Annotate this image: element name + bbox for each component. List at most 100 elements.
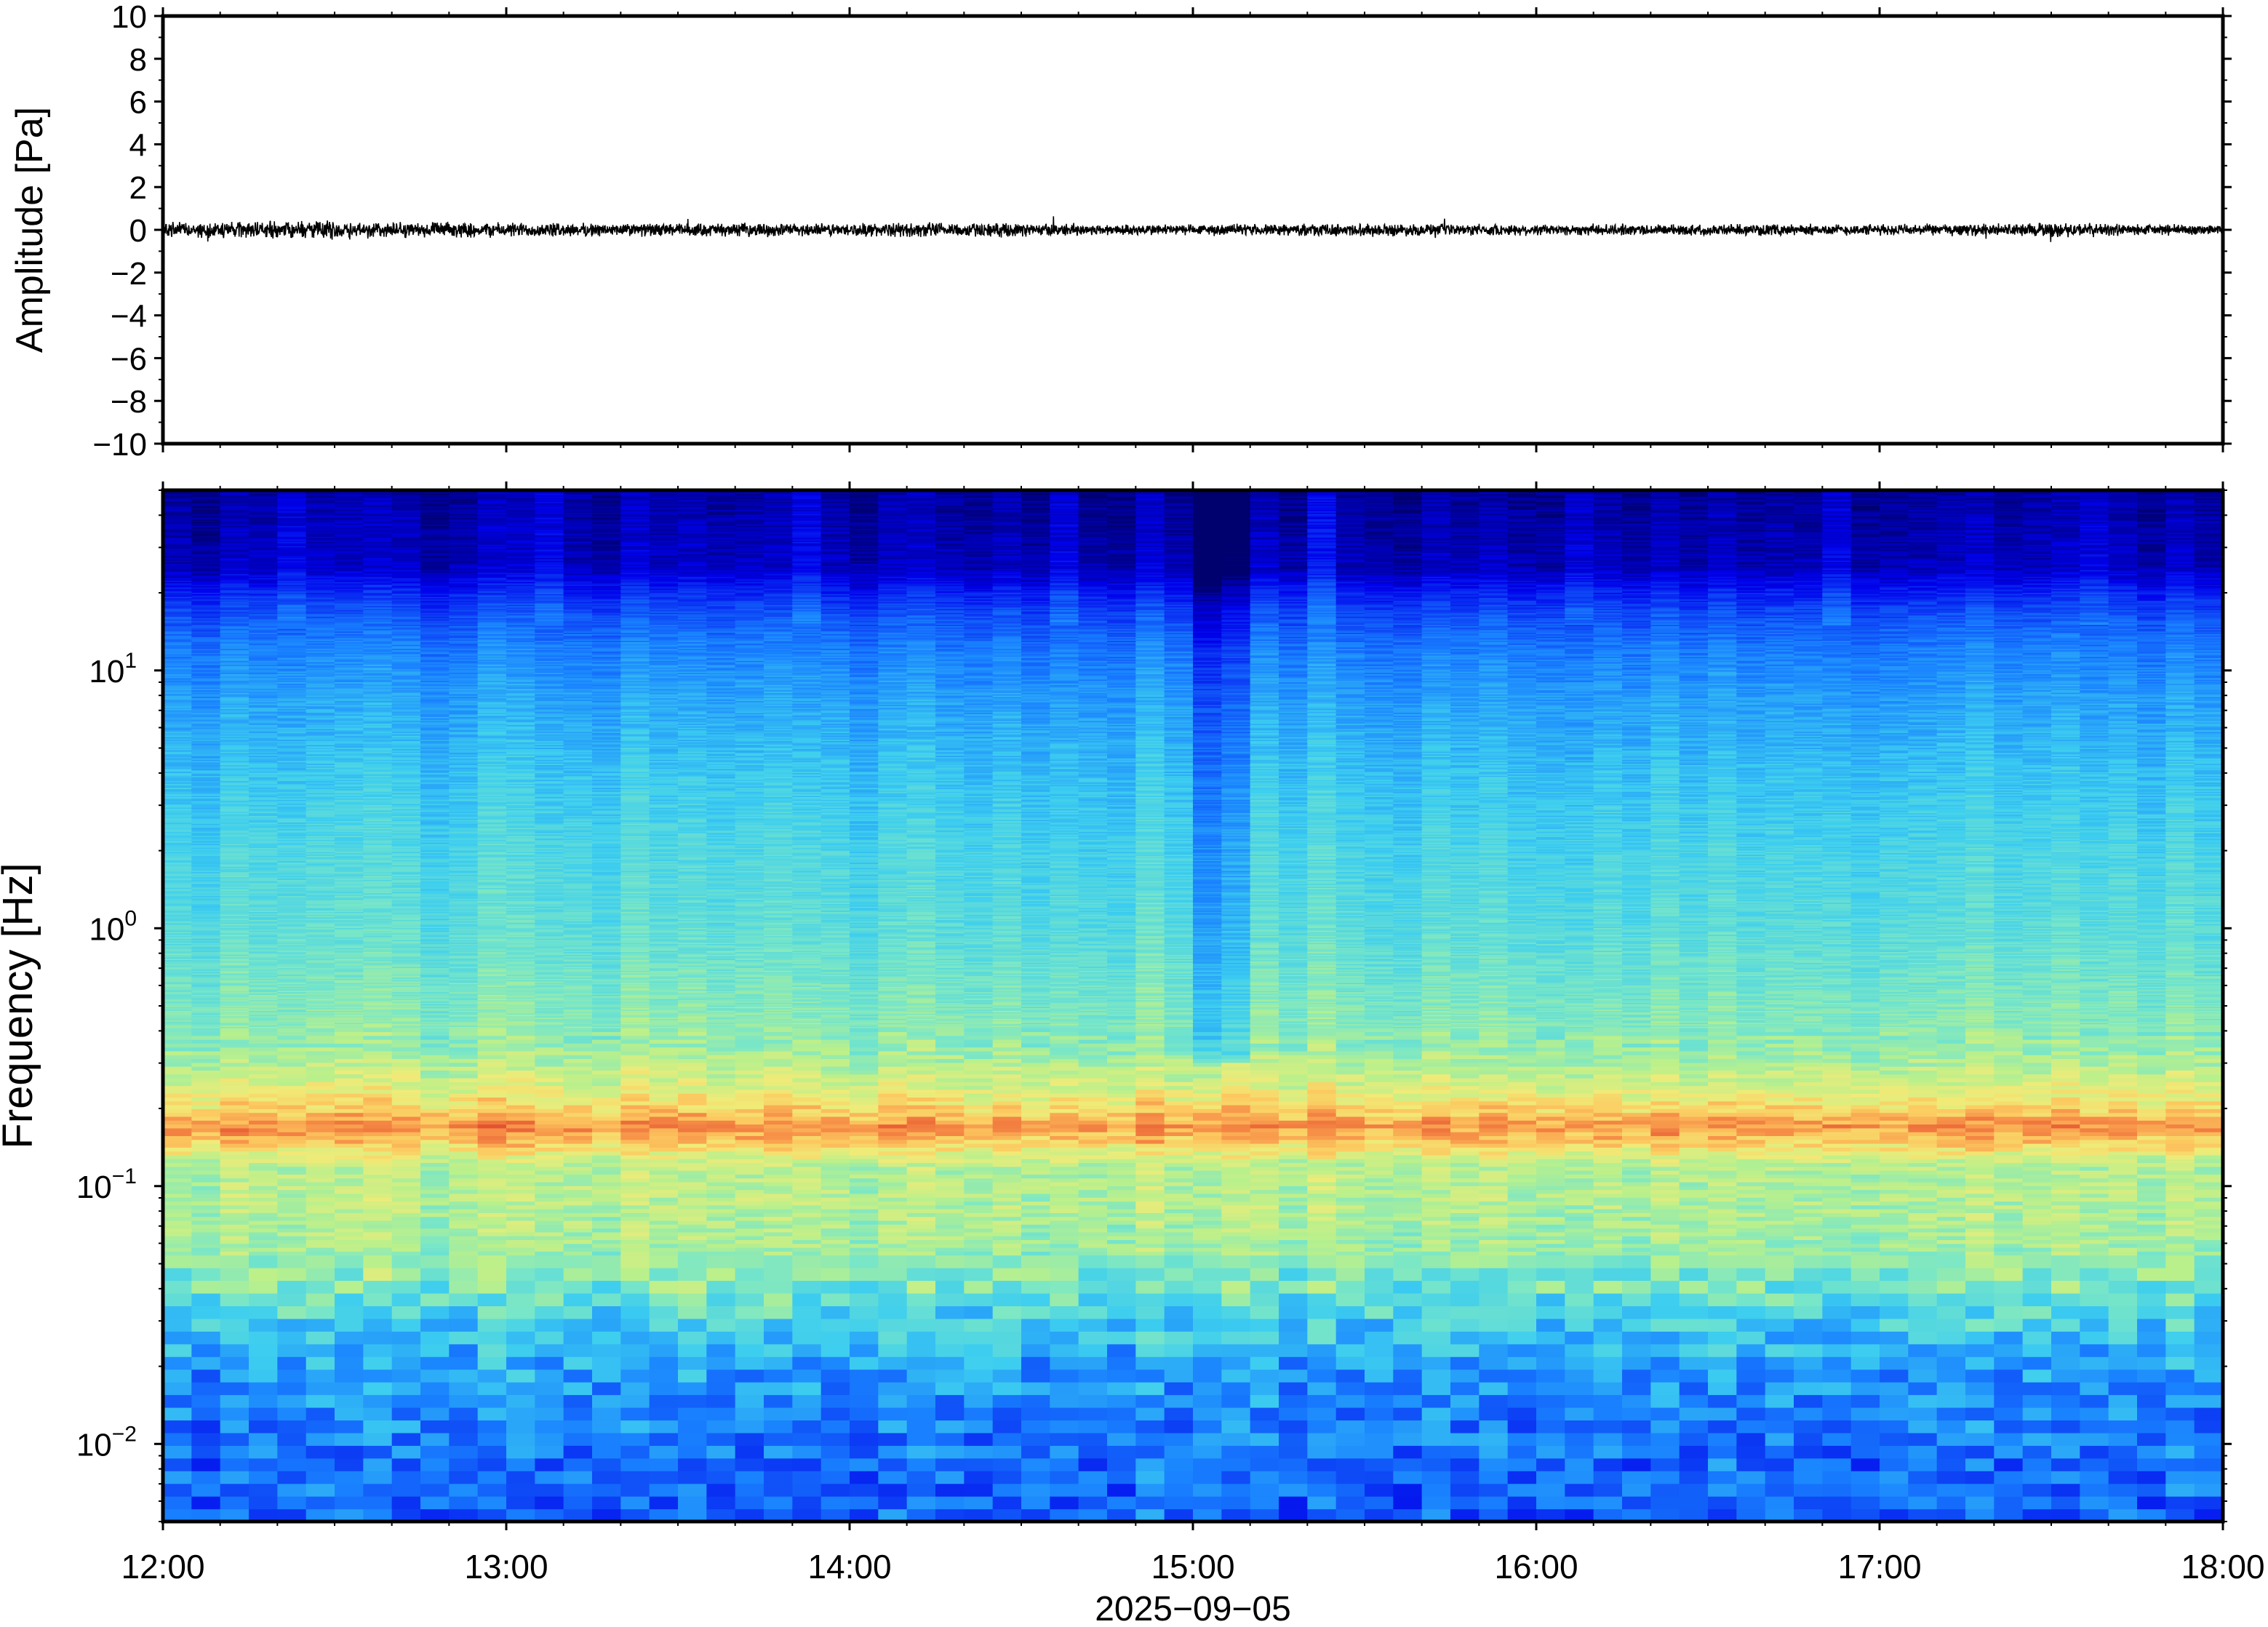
spectrogram-cell (191, 1217, 220, 1221)
spectrogram-cell (277, 1370, 306, 1383)
spectrogram-cell (191, 1356, 220, 1370)
spectrogram-cell (306, 1108, 335, 1113)
spectrogram-cell (335, 1031, 364, 1036)
spectrogram-cell (363, 1078, 392, 1082)
spectrogram-cell (163, 1178, 192, 1183)
spectrogram-cell (163, 1201, 192, 1205)
spectrogram-cell (163, 1370, 192, 1383)
spectrogram-cell (249, 1105, 278, 1109)
spectrogram-cell (392, 1186, 421, 1190)
spectrogram-cell (163, 1135, 192, 1140)
spectrogram-cell (392, 1047, 421, 1052)
spectrogram-cell (249, 1197, 278, 1202)
spectrogram-cell (335, 1074, 364, 1079)
spectrogram-cell (306, 1224, 335, 1228)
spectrogram-cell (306, 1268, 335, 1281)
spectrogram-cell (306, 1097, 335, 1101)
spectrogram-cell (306, 1255, 335, 1268)
spectrogram-cell (335, 1420, 364, 1433)
spectrogram-cell (363, 1028, 392, 1032)
spectrogram-cell (335, 1178, 364, 1183)
spectrogram-cell (392, 1162, 421, 1167)
spectrogram-cell (249, 1147, 278, 1151)
spectrogram-cell (335, 1116, 364, 1121)
spectrogram-cell (220, 1074, 249, 1079)
spectrogram-cell (220, 1162, 249, 1167)
amplitude-y-tick-label: −10 (92, 427, 147, 463)
spectrogram-cell (191, 1170, 220, 1175)
spectrogram-cell (277, 1151, 306, 1156)
spectrogram-cell (191, 1496, 220, 1509)
spectrogram-cell (335, 1058, 364, 1063)
spectrogram-cell (363, 1232, 392, 1236)
spectrogram-cell (363, 1212, 392, 1217)
spectrogram-cell (191, 1174, 220, 1178)
spectrogram-cell (335, 1228, 364, 1233)
spectrogram-cell (277, 1090, 306, 1094)
spectrogram-cell (249, 1090, 278, 1094)
spectrogram-cell (191, 1458, 220, 1471)
spectrogram-cell (249, 1113, 278, 1117)
spectrogram-cell (335, 1147, 364, 1151)
spectrogram-cell (363, 1116, 392, 1121)
spectrogram-cell (220, 1028, 249, 1032)
spectrogram-cell (191, 1186, 220, 1190)
spectrogram-cell (220, 1344, 249, 1357)
spectrogram-cell (191, 1055, 220, 1059)
spectrogram-cell (392, 1209, 421, 1213)
spectrogram-cell (306, 1101, 335, 1106)
spectrogram-cell (163, 1047, 192, 1052)
spectrogram-cell (335, 1356, 364, 1370)
spectrogram-cell (392, 1151, 421, 1156)
spectrogram-cell (363, 1097, 392, 1101)
spectrogram-cell (249, 1128, 278, 1132)
spectrogram-cell (277, 1031, 306, 1036)
spectrogram-cell (163, 1247, 192, 1252)
spectrogram-cell (220, 1051, 249, 1055)
amplitude-y-tick-label: 6 (129, 85, 147, 121)
spectrogram-cell (277, 1132, 306, 1136)
spectrogram-cell (249, 1063, 278, 1067)
spectrogram-cell (163, 1147, 192, 1151)
spectrogram-cell (277, 1331, 306, 1344)
spectrogram-cell (363, 1220, 392, 1225)
spectrogram-cell (191, 1293, 220, 1306)
spectrogram-cell (191, 1167, 220, 1171)
spectrogram-cell (277, 1344, 306, 1357)
spectrogram-cell (249, 1194, 278, 1198)
spectrogram-cell (220, 1217, 249, 1221)
spectrogram-cell (363, 1255, 392, 1268)
spectrogram-cell (392, 1116, 421, 1121)
spectrogram-cell (363, 1395, 392, 1408)
spectrogram-cell (306, 1331, 335, 1344)
spectrogram-cell (220, 1471, 249, 1484)
spectrogram-cell (335, 1220, 364, 1225)
spectrogram-cell (163, 1306, 192, 1319)
spectrogram-cell (220, 1108, 249, 1113)
spectrogram-cell (277, 1244, 306, 1248)
spectrogram-cell (191, 1306, 220, 1319)
spectrogram-cell (363, 1058, 392, 1063)
spectrogram-cell (335, 1201, 364, 1205)
spectrogram-cell (163, 1113, 192, 1117)
spectrogram-cell (220, 1151, 249, 1156)
spectrogram-cell (277, 1116, 306, 1121)
spectrogram-cell (220, 1420, 249, 1433)
spectrogram-cell (306, 1244, 335, 1248)
spectrogram-cell (277, 1382, 306, 1395)
spectrogram-cell (191, 1205, 220, 1210)
spectrogram-cell (191, 1135, 220, 1140)
spectrogram-cell (163, 1078, 192, 1082)
spectrogram-cell (335, 1197, 364, 1202)
spectrogram-cell (249, 1420, 278, 1433)
spectrogram-cell (335, 1078, 364, 1082)
spectrogram-cell (163, 1433, 192, 1446)
spectrogram-cell (249, 1047, 278, 1052)
spectrogram-cell (220, 1093, 249, 1098)
spectrogram-cell (220, 1124, 249, 1129)
spectrogram-cell (249, 1484, 278, 1497)
spectrogram-cell (191, 1155, 220, 1159)
spectrogram-cell (392, 1344, 421, 1357)
spectrogram-cell (277, 1105, 306, 1109)
spectrogram-cell (249, 1232, 278, 1236)
